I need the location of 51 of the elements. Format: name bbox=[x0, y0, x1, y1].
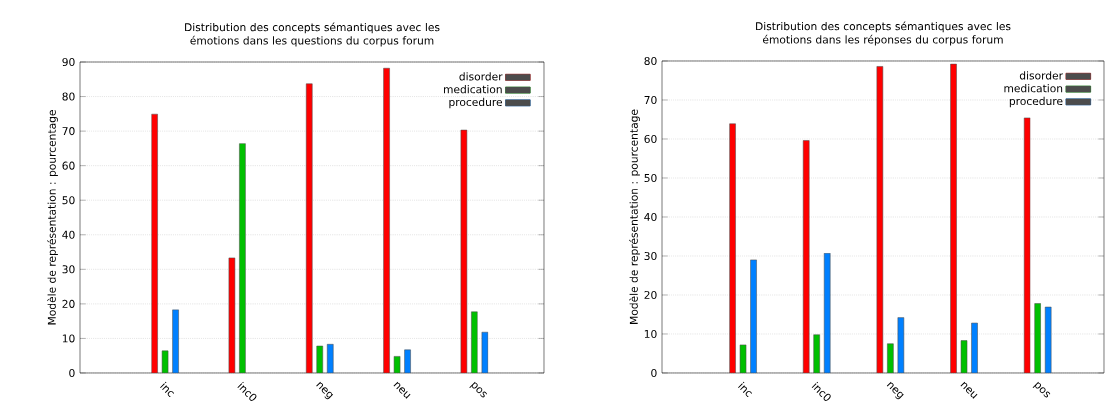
y-axis-title: Modèle de représentation : pourcentage bbox=[629, 109, 640, 324]
bar bbox=[404, 349, 411, 373]
x-tick-label: neu bbox=[393, 381, 411, 399]
bar bbox=[1044, 306, 1052, 373]
legend-label: medication bbox=[1004, 84, 1063, 93]
y-tick-label: 50 bbox=[62, 196, 75, 205]
x-tick-label: pos bbox=[1032, 381, 1051, 398]
bar bbox=[1034, 303, 1041, 373]
y-tick-label: 10 bbox=[644, 329, 657, 339]
y-tick-label: 60 bbox=[644, 134, 657, 144]
y-tick-label: 90 bbox=[62, 57, 75, 67]
y-tick-label: 40 bbox=[644, 212, 657, 222]
y-tick-label: 30 bbox=[62, 265, 75, 274]
bar bbox=[813, 334, 820, 373]
y-tick-label: 80 bbox=[644, 56, 657, 66]
y-tick-label: 20 bbox=[644, 290, 657, 300]
legend-label: disorder bbox=[459, 72, 503, 81]
y-tick-label: 0 bbox=[69, 368, 75, 378]
bar bbox=[739, 344, 747, 373]
y-axis-title: Modèle de représentation : pourcentage bbox=[47, 110, 58, 325]
legend-label: procedure bbox=[1009, 96, 1063, 108]
chart-title: Distribution des concepts sémantiques avec les émotions dans les réponses du corpus forum bbox=[756, 21, 1011, 46]
x-tick-label: inc bbox=[160, 381, 174, 398]
x-tick-label: neg bbox=[886, 381, 904, 400]
bar bbox=[481, 331, 489, 373]
bar bbox=[897, 317, 905, 373]
x-tick-label: neu bbox=[960, 381, 978, 399]
bar bbox=[960, 340, 968, 373]
y-tick-label: 10 bbox=[62, 334, 75, 343]
bar bbox=[750, 259, 757, 373]
y-tick-label: 60 bbox=[62, 161, 75, 170]
y-tick-label: 20 bbox=[62, 299, 75, 308]
x-tick-label: inc bbox=[738, 381, 752, 398]
legend-label: procedure bbox=[449, 97, 503, 109]
chart-title: Distribution des concepts sémantiques avec les émotions dans les questions du corpus forum bbox=[185, 22, 440, 47]
y-tick-label: 70 bbox=[62, 127, 75, 136]
legend-label: disorder bbox=[1019, 71, 1064, 80]
y-tick-label: 40 bbox=[62, 230, 75, 239]
bar bbox=[971, 322, 978, 373]
bar bbox=[823, 252, 831, 373]
bar bbox=[172, 309, 179, 373]
y-tick-label: 0 bbox=[651, 368, 657, 378]
bar bbox=[326, 344, 334, 373]
x-tick-label: pos bbox=[469, 381, 487, 398]
y-tick-label: 50 bbox=[644, 173, 657, 183]
legend-label: medication bbox=[444, 85, 502, 94]
bar bbox=[887, 343, 894, 373]
x-tick-label: neg bbox=[316, 381, 334, 400]
y-tick-label: 80 bbox=[62, 92, 75, 101]
y-tick-label: 70 bbox=[644, 95, 657, 105]
y-tick-label: 30 bbox=[644, 251, 657, 261]
